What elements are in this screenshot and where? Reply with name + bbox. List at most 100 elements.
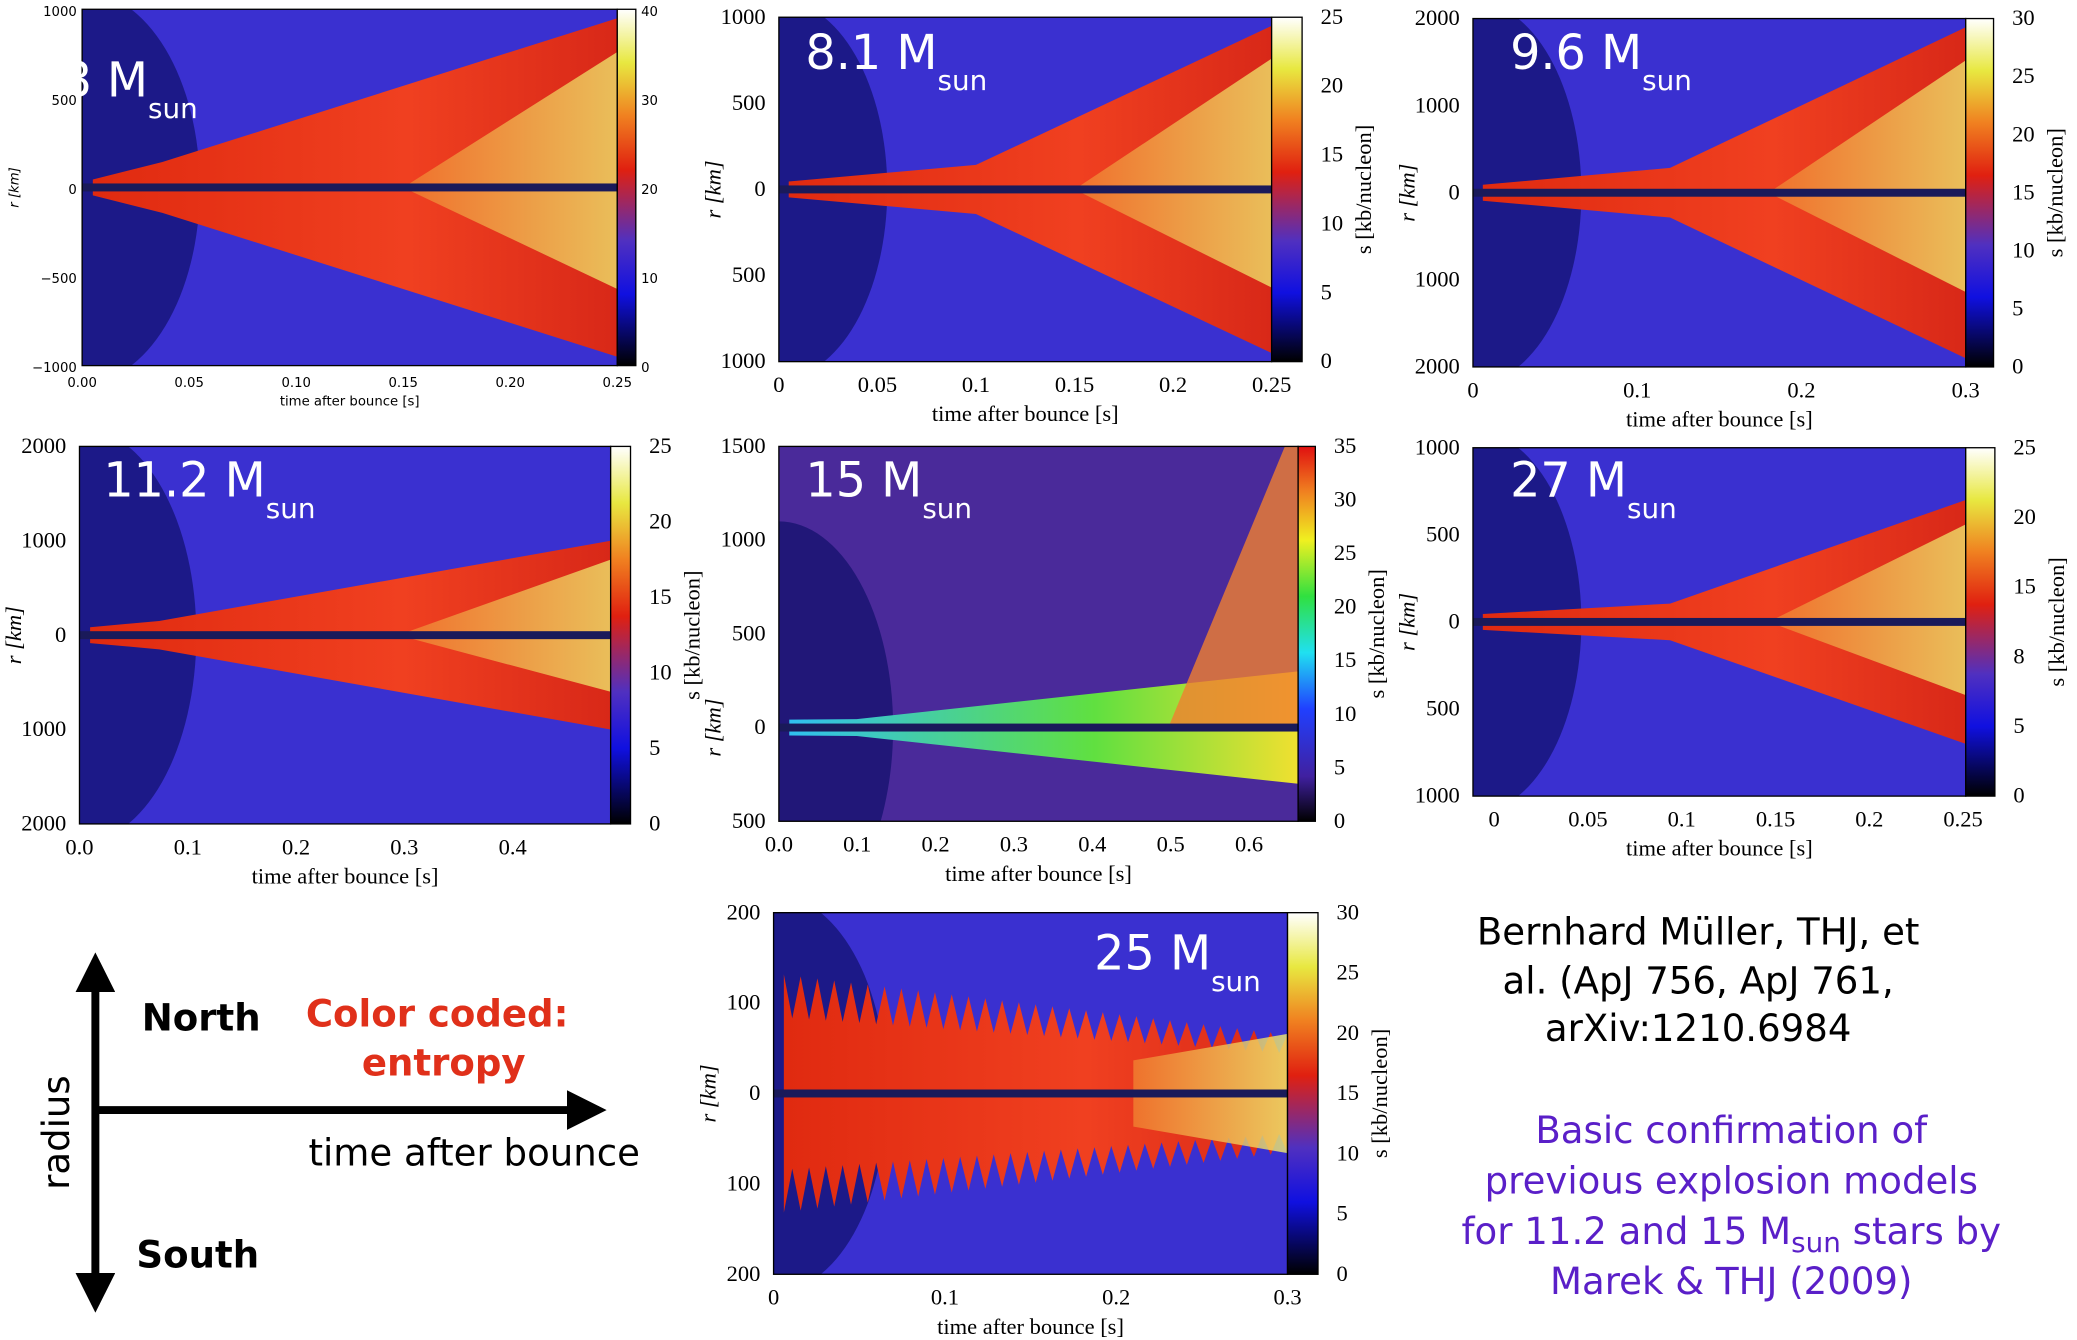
- y-tick-label: 500: [732, 262, 766, 287]
- colorbar-tick-label: 15: [1321, 142, 1343, 167]
- colorbar-tick-label: 15: [1337, 1080, 1360, 1105]
- y-axis-label: r [km]: [1395, 593, 1420, 651]
- north-label: North: [142, 997, 261, 1040]
- reference-line: arXiv:1210.6984: [1545, 1007, 1852, 1050]
- y-tick-label: 1000: [21, 527, 66, 552]
- x-tick-label: 0.2: [1855, 807, 1883, 832]
- colorbar-tick-label: 15: [2013, 574, 2036, 599]
- colorbar-tick-label: 10: [649, 660, 672, 685]
- title-subscript: sun: [937, 64, 987, 97]
- colorbar-tick-label: 5: [1321, 279, 1332, 304]
- colorbar-tick-label: 20: [641, 183, 658, 198]
- y-axis-label: r [km]: [1395, 164, 1420, 222]
- colorbar-label: s [kb/nucleon]: [1367, 1029, 1392, 1158]
- hot-region: [398, 559, 611, 692]
- x-axis-label: time after bounce [s]: [280, 394, 420, 409]
- y-tick-label: 1000: [1415, 266, 1460, 291]
- color-label: entropy: [362, 1042, 526, 1085]
- axis-band: [778, 185, 1272, 194]
- y-tick-label: 500: [732, 90, 766, 115]
- colorbar-tick-label: 25: [2013, 434, 2036, 459]
- y-tick-label: 2000: [1415, 5, 1460, 30]
- x-axis-label: time after bounce [s]: [1626, 407, 1813, 432]
- colorbar-tick-label: 5: [1337, 1201, 1348, 1226]
- x-tick-label: 0.0: [65, 834, 93, 859]
- x-tick-label: 0.05: [174, 376, 203, 391]
- x-tick-label: 0.5: [1157, 832, 1185, 857]
- title-text: 8.1 M: [805, 26, 937, 81]
- title-text: 9.6 M: [1510, 26, 1642, 81]
- title-text: 8.8 M: [16, 54, 148, 109]
- colorbar-tick-label: 5: [649, 735, 660, 760]
- heatmap: [82, 9, 618, 366]
- x-tick-label: 0.15: [1756, 807, 1795, 832]
- y-tick-label: 2000: [21, 811, 66, 836]
- colorbar-tick-label: 25: [649, 433, 672, 458]
- x-axis-label: time after bounce [s]: [932, 401, 1119, 426]
- panel-title: 9.6 Msun: [1510, 26, 1692, 97]
- y-tick-label: 100: [727, 990, 761, 1015]
- y-tick-label: 1000: [1415, 92, 1460, 117]
- x-tick-label: 0.3: [1000, 832, 1028, 857]
- colorbar-label: s [kb/nucleon]: [1351, 125, 1376, 254]
- y-tick-label: 500: [1426, 521, 1460, 546]
- colorbar-tick-label: 0: [641, 361, 649, 376]
- y-axis-label: r [km]: [701, 698, 726, 756]
- x-tick-label: 0.2: [282, 834, 310, 859]
- color-label: Color coded:: [306, 993, 569, 1036]
- reference: Bernhard Müller, THJ, et al. (ApJ 756, A…: [1477, 910, 1920, 1050]
- colorbar: [1270, 16, 1303, 363]
- y-tick-label: 500: [732, 620, 766, 645]
- colorbar: [609, 445, 632, 825]
- y-tick-label: 0: [55, 622, 66, 647]
- hot-region: [1768, 524, 1966, 696]
- y-axis-label: r [km]: [695, 1064, 720, 1122]
- colorbar-label: s [kb/nucleon]: [1364, 569, 1389, 698]
- axis-band: [79, 631, 611, 640]
- axis-band: [82, 183, 618, 192]
- y-tick-label: 0: [68, 183, 76, 198]
- y-tick-label: 500: [1426, 696, 1460, 721]
- colorbar-tick-label: 20: [649, 509, 672, 534]
- y-tick-label: 100: [727, 1171, 761, 1196]
- y-tick-label: 2000: [1415, 354, 1460, 379]
- x-tick-label: 0.2: [1102, 1285, 1130, 1310]
- y-tick-label: 0: [749, 1080, 760, 1105]
- reference-line: al. (ApJ 756, ApJ 761,: [1503, 959, 1894, 1002]
- colorbar-tick-label: 20: [2012, 121, 2035, 146]
- hot-region: [403, 52, 618, 289]
- y-tick-label: 1000: [43, 5, 77, 20]
- colorbar-tick-label: 25: [1337, 960, 1360, 985]
- colorbar-tick-label: 5: [2012, 295, 2023, 320]
- x-tick-label: 0.1: [843, 832, 871, 857]
- title-text: 25 M: [1094, 927, 1211, 982]
- hot-region: [1168, 446, 1299, 728]
- colorbar-tick-label: 30: [1337, 899, 1360, 924]
- colorbar-tick-label: 10: [1334, 701, 1356, 726]
- x-tick-label: 0.25: [1943, 807, 1982, 832]
- y-tick-label: 1000: [1415, 434, 1460, 459]
- title-text: 15 M: [805, 454, 922, 509]
- panel: 8.1 Msun 1000 500 0 500 1000 0 0.05 0.1 0.15 0.2 0.…: [701, 4, 1376, 426]
- note-text: for 11.2 and 15 M: [1462, 1210, 1792, 1253]
- x-tick-label: 0.05: [1568, 807, 1607, 832]
- panel-title: 25 Msun: [1094, 927, 1261, 998]
- legend-diagram: North South radius time after bounce Col…: [35, 952, 640, 1313]
- y-axis-label: r [km]: [1, 606, 26, 664]
- x-tick-label: 0.20: [496, 376, 525, 391]
- colorbar-tick-label: 0: [2012, 354, 2023, 379]
- title-subscript: sun: [1642, 64, 1692, 97]
- colorbar-tick-label: 35: [1334, 433, 1356, 458]
- colorbar-tick-label: 0: [1334, 808, 1345, 833]
- heatmap: [778, 17, 1272, 362]
- colorbar-tick-label: 10: [1337, 1140, 1360, 1165]
- colorbar: [616, 8, 637, 367]
- x-tick-label: 0.00: [67, 376, 96, 391]
- x-tick-label: 0: [1489, 807, 1500, 832]
- colorbar-tick-label: 10: [1321, 210, 1343, 235]
- x-tick-label: 0: [768, 1285, 779, 1310]
- title-text: 27 M: [1510, 454, 1627, 509]
- panel-title: 8.1 Msun: [805, 26, 987, 97]
- x-axis-label: time after bounce [s]: [945, 861, 1132, 886]
